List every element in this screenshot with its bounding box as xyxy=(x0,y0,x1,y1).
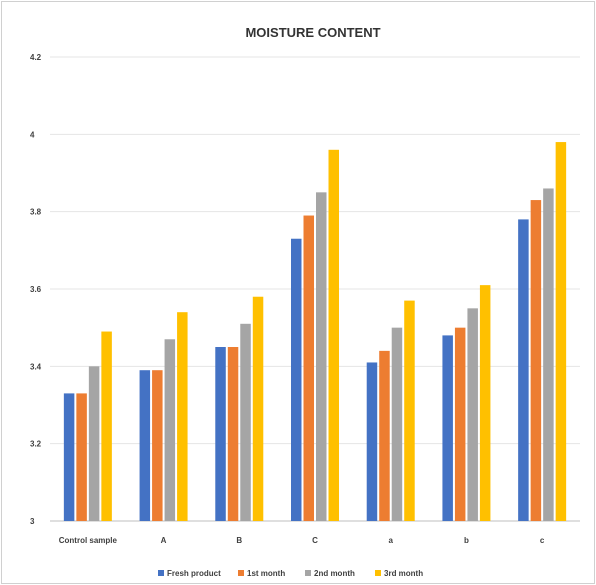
bar xyxy=(379,350,390,521)
x-category-label: C xyxy=(312,536,318,545)
bar xyxy=(316,192,327,522)
legend-swatch xyxy=(238,570,244,576)
x-category-label: B xyxy=(236,536,242,545)
bar xyxy=(88,366,100,521)
legend-label: 2nd month xyxy=(314,569,355,578)
bars xyxy=(63,142,567,522)
bar xyxy=(139,370,151,521)
legend-item: 3rd month xyxy=(375,569,423,578)
y-tick-label: 3.8 xyxy=(30,208,42,217)
legend-label: Fresh product xyxy=(167,569,221,578)
bar xyxy=(291,238,302,521)
y-tick-label: 3 xyxy=(30,517,35,526)
bar xyxy=(152,370,163,521)
bar xyxy=(467,308,478,521)
legend: Fresh product 1st month 2nd month 3rd month xyxy=(158,569,423,578)
x-category-label: Control sample xyxy=(59,536,118,545)
chart-title: MOISTURE CONTENT xyxy=(245,25,380,40)
y-tick-label: 3.4 xyxy=(30,362,42,371)
legend-swatch xyxy=(375,570,381,576)
bar xyxy=(252,296,264,521)
y-tick-label: 3.6 xyxy=(30,285,42,294)
bar xyxy=(164,339,176,521)
x-category-label: A xyxy=(161,536,167,545)
bar xyxy=(227,347,239,521)
bar xyxy=(76,393,87,521)
x-category-label: c xyxy=(540,536,545,545)
x-category-label: a xyxy=(388,536,393,545)
bar xyxy=(240,323,251,521)
bar xyxy=(442,335,453,521)
bar xyxy=(404,300,415,521)
bar xyxy=(518,219,529,521)
gridlines xyxy=(50,56,580,522)
bar xyxy=(454,327,466,521)
bar xyxy=(101,331,112,521)
legend-label: 3rd month xyxy=(384,569,423,578)
x-category-label: b xyxy=(464,536,469,545)
legend-item: 2nd month xyxy=(305,569,355,578)
legend-label: 1st month xyxy=(247,569,285,578)
legend-swatch xyxy=(158,570,164,576)
bar xyxy=(479,285,491,521)
bar xyxy=(391,327,403,521)
bar xyxy=(555,142,567,522)
bar xyxy=(530,200,542,522)
bar xyxy=(177,312,188,521)
legend-item: Fresh product xyxy=(158,569,221,578)
legend-swatch xyxy=(305,570,311,576)
y-tick-label: 4.2 xyxy=(30,53,42,62)
legend-item: 1st month xyxy=(238,569,285,578)
y-tick-label: 3.2 xyxy=(30,440,42,449)
bar xyxy=(63,393,75,521)
bar xyxy=(328,149,339,522)
bar xyxy=(543,188,554,521)
y-axis-ticks: 4.2 4 3.8 3.6 3.4 3.2 3 xyxy=(30,53,42,526)
bar xyxy=(366,362,378,521)
y-tick-label: 4 xyxy=(30,130,35,139)
bar xyxy=(215,347,226,521)
bar xyxy=(303,215,314,522)
